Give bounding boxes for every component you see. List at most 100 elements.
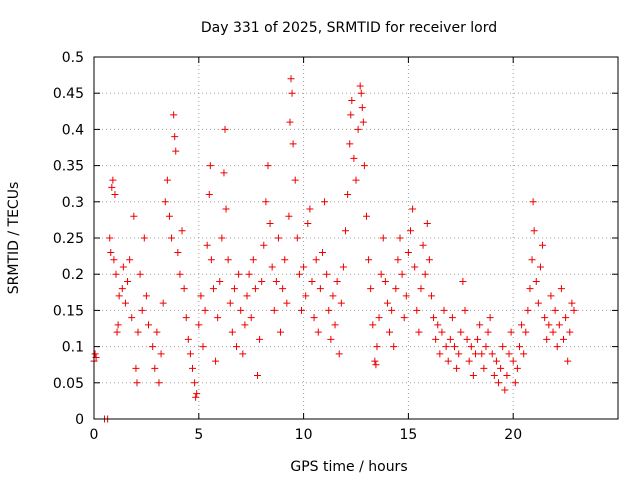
data-point [110,256,118,264]
data-point [157,350,165,358]
data-point [560,335,568,343]
data-point [375,314,383,322]
data-point [266,220,274,228]
data-point [106,234,114,242]
data-point [220,169,228,177]
data-point [142,292,150,300]
data-point [126,256,134,264]
data-point [369,321,377,329]
chart-title: Day 331 of 2025, SRMTID for receiver lor… [201,20,497,36]
data-point [356,82,364,90]
data-point [562,314,570,322]
data-point [522,328,530,336]
data-point [298,306,306,314]
data-point [419,241,427,249]
data-point [295,270,303,278]
data-point [144,321,152,329]
data-point [329,292,337,300]
data-point [478,350,486,358]
data-point [221,125,229,133]
data-point [396,234,404,242]
data-point [331,321,339,329]
data-point [316,285,324,293]
data-point [113,328,121,336]
data-point [451,343,459,351]
data-point [270,306,278,314]
data-point [505,350,513,358]
data-point [178,227,186,235]
data-point [176,270,184,278]
x-tick-labels: 0 5 10 15 20 [90,427,523,443]
data-point [564,357,572,365]
data-point [288,89,296,97]
data-point [511,379,519,387]
data-point [372,361,380,369]
data-point [434,321,442,329]
data-point [413,306,421,314]
data-point [174,248,182,256]
y-tick-label: 0.4 [62,122,84,138]
data-point [302,292,310,300]
data-point [339,263,347,271]
data-point [524,306,532,314]
data-point [138,306,146,314]
data-point [308,277,316,285]
data-point [465,357,473,365]
data-point [495,379,503,387]
data-point [153,328,161,336]
data-point [130,212,138,220]
y-tick-label: 0.45 [53,86,84,102]
x-tick-label: 5 [194,427,203,443]
y-tick-label: 0.2 [62,267,84,283]
data-point [281,256,289,264]
data-point [300,263,308,271]
data-point [432,335,440,343]
data-point [360,162,368,170]
data-point [528,256,536,264]
data-point [184,335,192,343]
data-point [134,328,142,336]
data-point [133,379,141,387]
data-point [557,285,565,293]
data-point [239,350,247,358]
data-point [209,285,217,293]
data-point [463,335,471,343]
data-point [551,306,559,314]
data-point [367,285,375,293]
data-point [218,234,226,242]
data-point [159,299,167,307]
data-point [182,314,190,322]
data-point [480,364,488,372]
data-point [286,118,294,126]
data-point [415,328,423,336]
data-point [461,306,469,314]
data-point [321,198,329,206]
data-point [155,379,163,387]
data-point [507,328,515,336]
data-point [501,386,509,394]
data-point [509,357,517,365]
data-point [264,162,272,170]
data-point [344,191,352,199]
data-point [333,277,341,285]
data-point [237,306,245,314]
data-point [115,292,123,300]
data-point [438,328,446,336]
data-point [235,270,243,278]
data-point [357,89,365,97]
data-point [568,299,576,307]
data-point [347,111,355,119]
data-point [112,270,120,278]
data-point [453,364,461,372]
data-point [151,364,159,372]
data-point [417,285,425,293]
data-point [247,314,255,322]
data-point [515,343,523,351]
data-point [186,350,194,358]
data-point [172,147,180,155]
data-point [553,343,561,351]
data-point [436,350,444,358]
data-point [327,335,335,343]
data-point [532,277,540,285]
y-tick-label: 0.1 [62,340,84,356]
